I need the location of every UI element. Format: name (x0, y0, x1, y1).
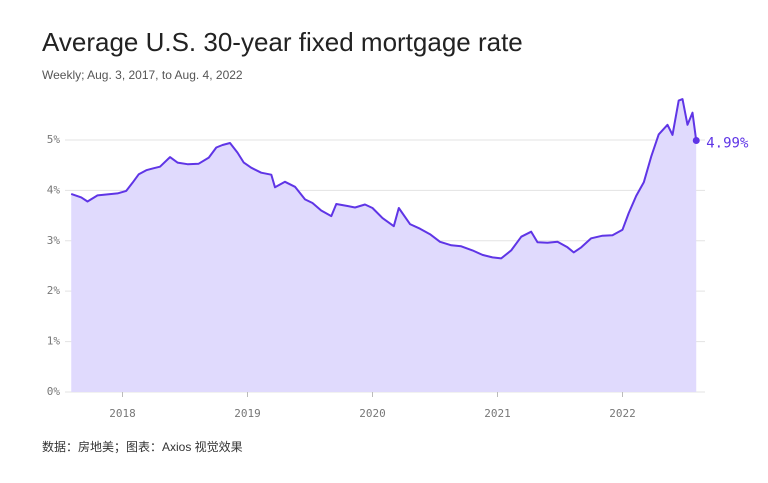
value-label: 4.99% (706, 135, 749, 151)
x-tick-label: 2020 (359, 407, 386, 420)
y-tick-label: 3% (47, 234, 61, 247)
end-dot (692, 136, 700, 144)
line (70, 98, 698, 260)
area (71, 99, 697, 392)
x-tick-label: 2018 (109, 407, 136, 420)
y-tick-label: 1% (47, 335, 61, 348)
y-tick-label: 2% (47, 284, 61, 297)
y-tick-label: 4% (47, 183, 61, 196)
y-tick-label: 0% (47, 385, 61, 398)
source: 数据：房地美；图表：Axios 视觉效果 (42, 439, 243, 454)
chart-subtitle: Weekly; Aug. 3, 2017, to Aug. 4, 2022 (42, 68, 243, 82)
chart-title: Average U.S. 30-year fixed mortgage rate (42, 27, 523, 57)
x-tick-label: 2019 (234, 407, 261, 420)
x-tick-label: 2021 (484, 407, 511, 420)
y-tick-label: 5% (47, 133, 61, 146)
x-tick-label: 2022 (609, 407, 636, 420)
